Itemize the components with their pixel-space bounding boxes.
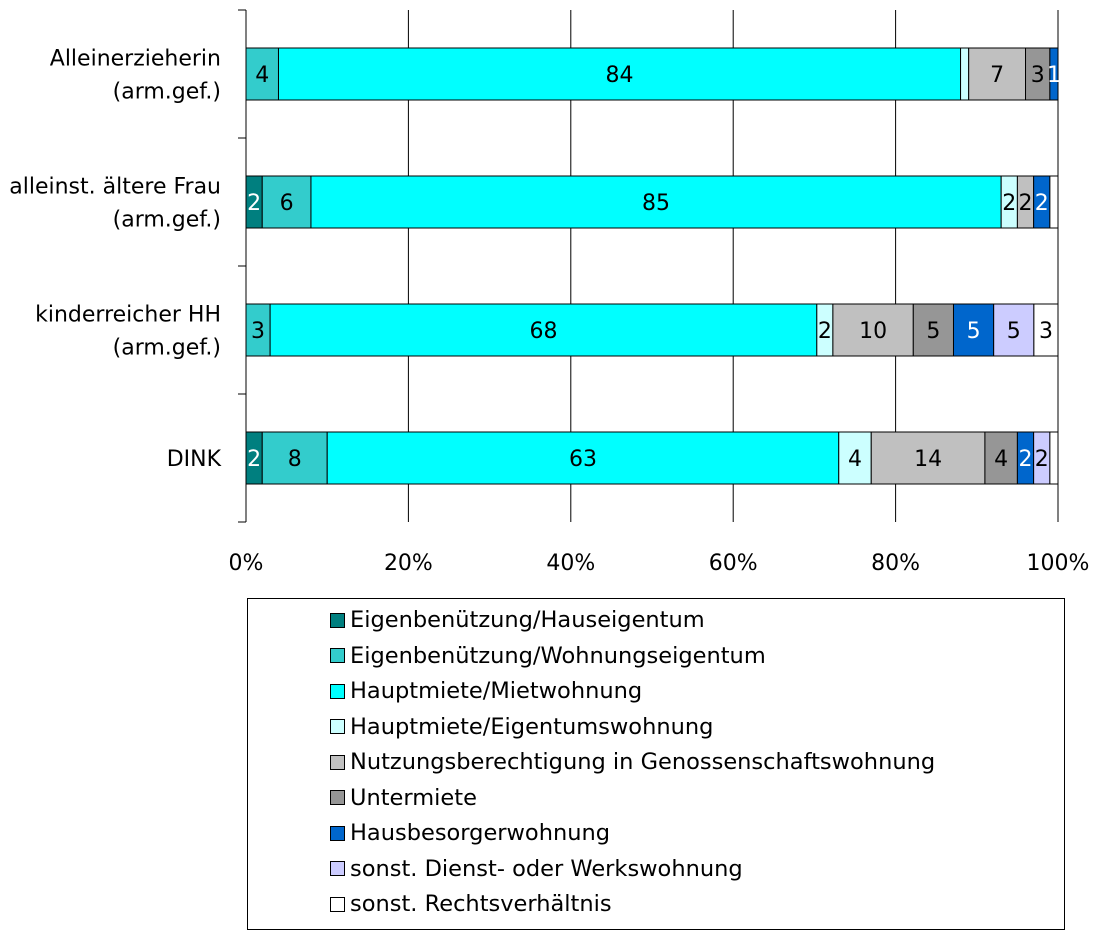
bar-segment	[993, 303, 1035, 357]
legend-item: Untermiete	[330, 781, 477, 815]
data-label: 14	[914, 447, 942, 472]
bar-segment	[984, 431, 1018, 485]
bar-segment	[838, 431, 872, 485]
legend-item: Eigenbenützung/Wohnungseigentum	[330, 639, 766, 673]
data-label: 63	[569, 447, 597, 472]
x-tick-label: 20%	[384, 551, 433, 576]
data-label: 4	[848, 447, 862, 472]
legend-item: Eigenbenützung/Hauseigentum	[330, 603, 705, 637]
data-label: 2	[818, 319, 832, 344]
legend-item: sonst. Rechtsverhältnis	[330, 887, 612, 921]
legend-swatch	[330, 612, 345, 628]
bar-segment	[261, 431, 328, 485]
x-tick-label: 80%	[871, 551, 920, 576]
legend-swatch	[330, 896, 345, 912]
bar-segment	[832, 303, 914, 357]
x-tick-label: 40%	[546, 551, 595, 576]
data-label: 5	[967, 319, 981, 344]
bar-segment	[960, 47, 970, 101]
category-label: alleinst. ältere Frau	[9, 175, 221, 200]
data-label: 1	[1047, 63, 1061, 88]
legend-label: Eigenbenützung/Hauseigentum	[350, 607, 705, 633]
legend-swatch	[330, 719, 345, 734]
category-label: DINK	[167, 447, 222, 472]
legend-swatch	[330, 861, 345, 876]
data-label: 5	[926, 319, 940, 344]
data-label: 6	[280, 191, 294, 216]
category-label: (arm.gef.)	[113, 208, 221, 233]
data-label: 4	[994, 447, 1008, 472]
category-label: Alleinerzieherin	[50, 47, 221, 72]
legend: Eigenbenützung/Hauseigentum Eigenbenützun…	[247, 598, 1065, 930]
legend-swatch	[330, 683, 345, 699]
bar-segment	[1049, 47, 1059, 101]
bar-segment	[1033, 303, 1059, 357]
data-labels: 4 84 7 3 12 6 85 2 2 23 68 2 10 5 5 5 32 8 63 4 14 4 2 2	[247, 63, 1061, 472]
bar-segment	[277, 47, 962, 101]
data-label: 2	[1002, 191, 1016, 216]
bars	[245, 47, 1059, 485]
data-label: 2	[1035, 191, 1049, 216]
x-tick-label: 60%	[709, 551, 758, 576]
data-label: 8	[288, 447, 302, 472]
category-labels: Alleinerzieherin (arm.gef.) alleinst. älte…	[9, 47, 221, 473]
legend-label: sonst. Dienst- oder Werkswohnung	[350, 855, 743, 882]
data-label: 84	[606, 63, 634, 88]
data-label: 3	[1031, 63, 1045, 88]
stacked-bar-chart: 4 84 7 3 12 6 85 2 2 23 68 2 10 5 5 5 32 8 63 4 14 4 2 2 Allein…	[9, 9, 1090, 576]
bar-segment	[310, 175, 1002, 229]
legend-swatch	[330, 825, 345, 841]
legend-label: Hauptmiete/Mietwohnung	[350, 678, 643, 704]
category-label: (arm.gef.)	[113, 80, 221, 105]
data-label: 4	[255, 63, 269, 88]
legend-swatch	[330, 648, 345, 663]
bar-segment	[870, 431, 986, 485]
legend-label: Untermiete	[350, 784, 477, 811]
bar-segment	[1049, 431, 1059, 485]
data-label: 2	[247, 447, 261, 472]
data-label: 7	[990, 63, 1004, 88]
data-label: 2	[1019, 447, 1033, 472]
bar-segment	[245, 47, 279, 101]
legend-swatch	[330, 754, 345, 770]
x-tick-label: 0%	[229, 551, 264, 576]
category-label: kinderreicher HH	[35, 303, 221, 328]
legend-item: Nutzungsberechtigung in Genossenschaftsw…	[330, 745, 935, 779]
data-label: 3	[251, 319, 265, 344]
data-label: 10	[859, 319, 887, 344]
legend-item: Hauptmiete/Eigentumswohnung	[330, 710, 713, 744]
legend-label: sonst. Rechtsverhältnis	[350, 891, 612, 917]
bar-segment	[269, 303, 818, 357]
legend-label: Nutzungsberechtigung in Genossenschaftsw…	[350, 749, 936, 775]
data-label: 3	[1039, 319, 1053, 344]
legend-label: Hausbesorgerwohnung	[350, 820, 611, 846]
legend-item: Hausbesorgerwohnung	[330, 816, 610, 850]
data-label: 5	[1007, 319, 1021, 344]
data-label: 68	[529, 319, 557, 344]
data-label: 2	[1019, 191, 1033, 216]
legend-swatch	[330, 790, 345, 805]
data-label: 85	[642, 191, 670, 216]
legend-item: sonst. Dienst- oder Werkswohnung	[330, 852, 743, 886]
x-tick-label: 100%	[1027, 551, 1090, 576]
x-tick-labels: 0% 20% 40% 60% 80% 100%	[229, 551, 1090, 576]
bar-segment	[1025, 47, 1051, 101]
category-label: (arm.gef.)	[113, 336, 221, 361]
data-label: 2	[1035, 447, 1049, 472]
bar-segment	[245, 303, 271, 357]
legend-label: Eigenbenützung/Wohnungseigentum	[350, 642, 766, 669]
bar-segment	[1049, 175, 1059, 229]
legend-label: Hauptmiete/Eigentumswohnung	[350, 713, 714, 740]
axes	[238, 9, 247, 523]
data-label: 2	[247, 191, 261, 216]
legend-item: Hauptmiete/Mietwohnung	[330, 674, 642, 708]
